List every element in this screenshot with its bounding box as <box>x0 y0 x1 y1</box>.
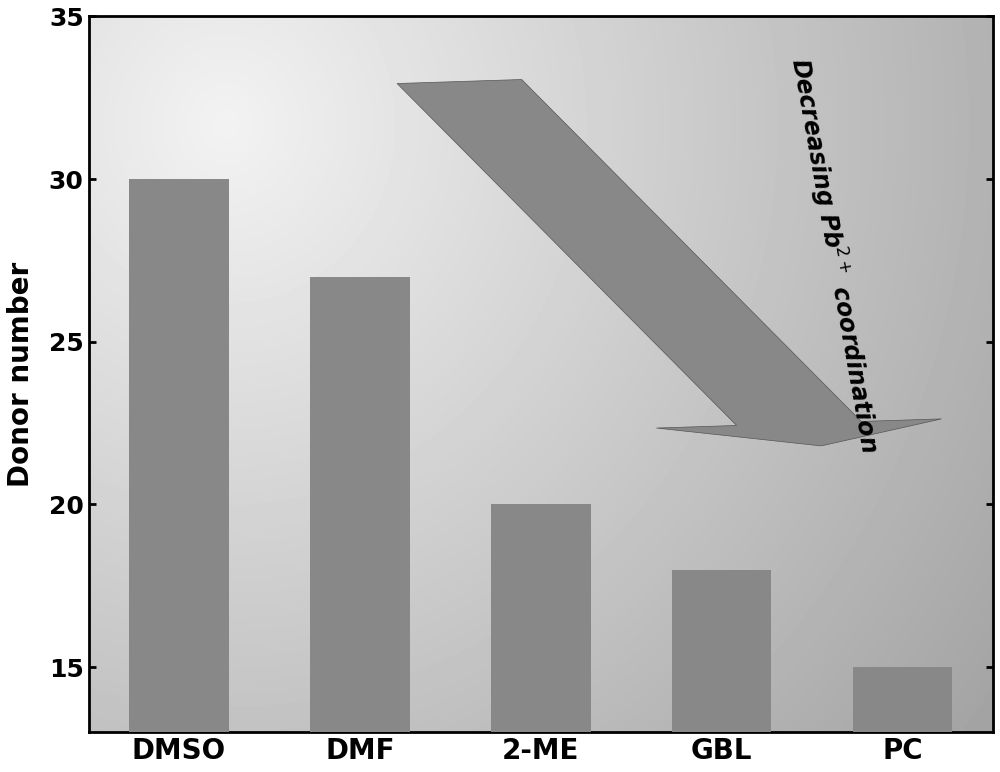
Bar <box>491 504 591 732</box>
FancyArrow shape <box>397 80 941 446</box>
Bar <box>672 570 771 732</box>
Bar <box>129 179 229 732</box>
Text: Decreasing Pb$^{2+}$ coordination: Decreasing Pb$^{2+}$ coordination <box>783 55 885 455</box>
Bar <box>853 667 952 732</box>
Y-axis label: Donor number: Donor number <box>7 262 35 487</box>
Bar <box>310 276 410 732</box>
